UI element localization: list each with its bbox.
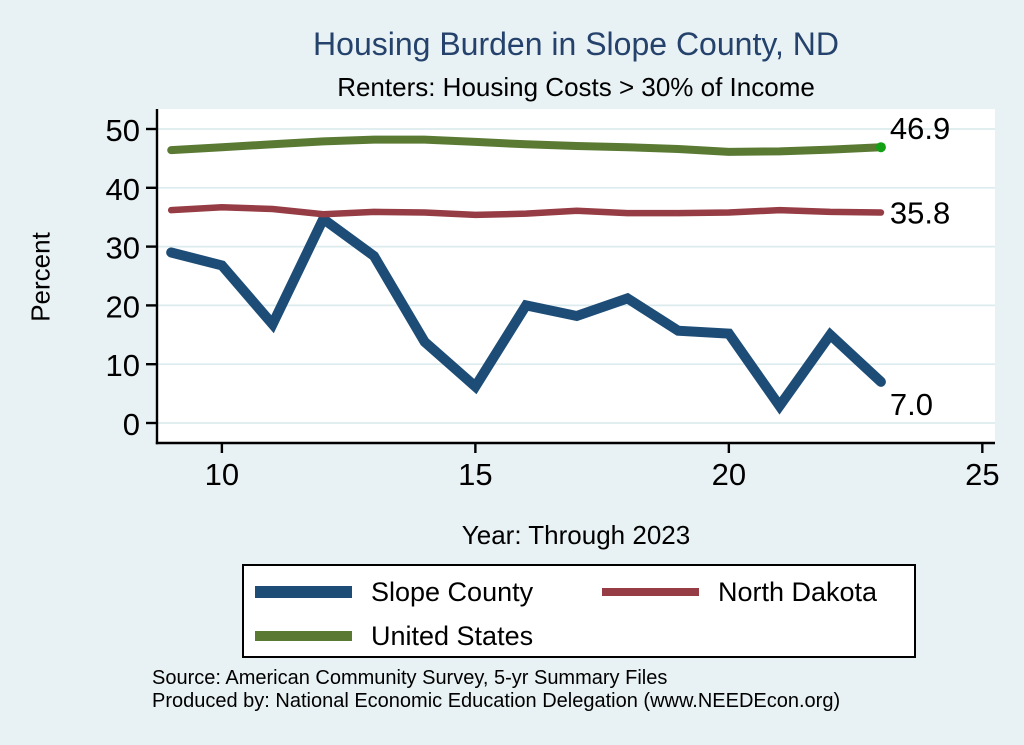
x-tick-label-20: 20 bbox=[712, 457, 746, 492]
legend-item-united-states: United States bbox=[255, 618, 533, 654]
end-label-united-states: 46.9 bbox=[890, 111, 950, 146]
legend-label-north-dakota: North Dakota bbox=[718, 576, 878, 607]
plot-background bbox=[157, 109, 995, 443]
legend-label-slope-county: Slope County bbox=[371, 576, 534, 607]
legend-item-slope-county: Slope County bbox=[255, 574, 533, 610]
series-line-slope-county bbox=[166, 211, 886, 415]
y-tick-label-40: 40 bbox=[106, 172, 140, 207]
legend-label-united-states: United States bbox=[371, 620, 534, 651]
x-tick-label-10: 10 bbox=[205, 457, 239, 492]
y-tick-label-10: 10 bbox=[106, 348, 140, 383]
series-line-united-states bbox=[167, 135, 885, 156]
end-marker-united-states bbox=[875, 142, 886, 153]
legend-swatch-united-states bbox=[255, 631, 352, 641]
y-tick-label-0: 0 bbox=[123, 407, 140, 442]
series-line-north-dakota bbox=[167, 203, 885, 219]
y-tick-label-30: 30 bbox=[106, 231, 140, 266]
chart-title: Housing Burden in Slope County, ND bbox=[313, 26, 839, 62]
source-line-2: Produced by: National Economic Education… bbox=[152, 689, 841, 712]
legend-swatch-slope-county bbox=[255, 586, 352, 598]
y-tick-label-20: 20 bbox=[106, 289, 140, 324]
source-note: Source: American Community Survey, 5-yr … bbox=[152, 667, 1012, 712]
chart-subtitle: Renters: Housing Costs > 30% of Income bbox=[337, 72, 815, 102]
x-tick-label-25: 25 bbox=[965, 457, 999, 492]
y-tick-label-50: 50 bbox=[106, 113, 140, 148]
legend: Slope County North Dakota United States bbox=[242, 564, 916, 658]
legend-swatch-north-dakota bbox=[602, 587, 699, 597]
x-axis-title: Year: Through 2023 bbox=[461, 520, 691, 550]
end-label-slope-county: 7.0 bbox=[890, 387, 933, 422]
legend-item-north-dakota: North Dakota bbox=[602, 574, 877, 610]
x-tick-label-15: 15 bbox=[458, 457, 492, 492]
end-label-north-dakota: 35.8 bbox=[890, 195, 950, 230]
source-line-1: Source: American Community Survey, 5-yr … bbox=[152, 667, 668, 689]
